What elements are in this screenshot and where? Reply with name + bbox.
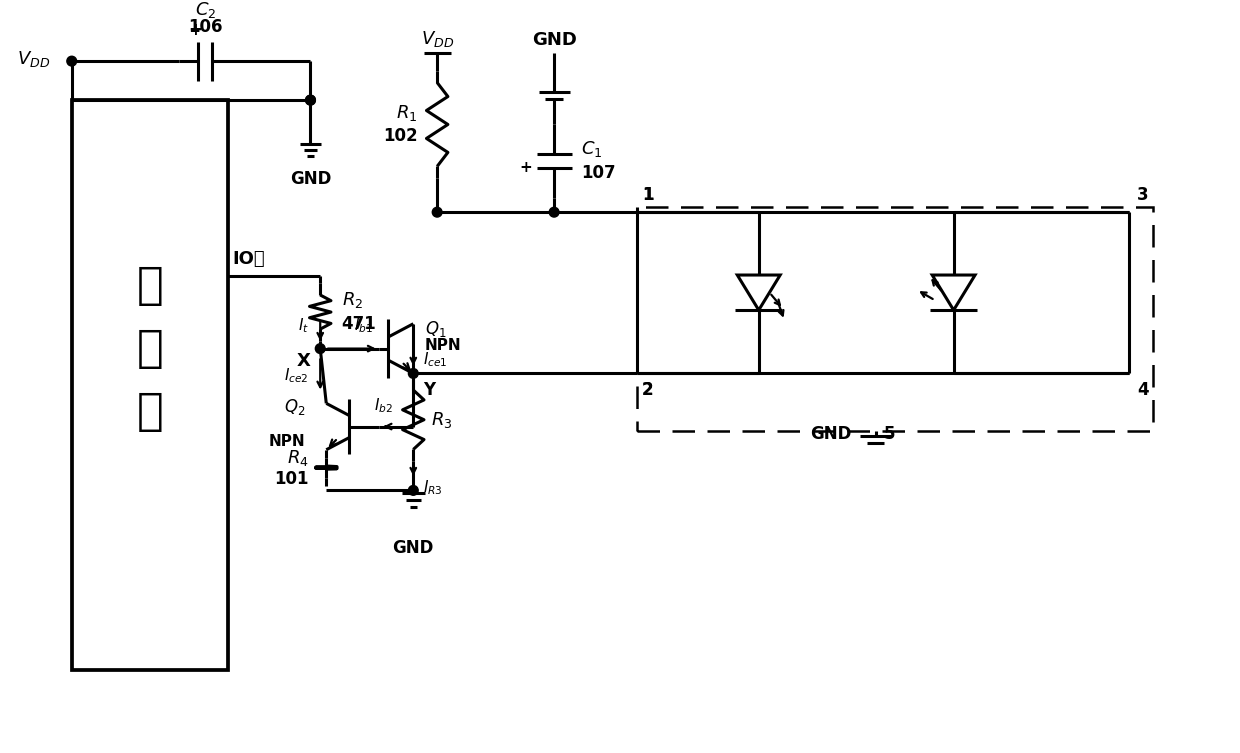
Circle shape [305, 95, 315, 105]
Circle shape [433, 207, 441, 217]
Circle shape [67, 56, 77, 66]
Text: $Q_1$: $Q_1$ [425, 319, 446, 339]
Bar [72, 100, 228, 670]
Text: $I_{b1}$: $I_{b1}$ [355, 316, 373, 335]
Text: $R_4$: $R_4$ [286, 448, 309, 468]
Text: $R_1$: $R_1$ [397, 102, 418, 123]
Text: $C_1$: $C_1$ [582, 139, 603, 160]
Bar [637, 207, 1153, 431]
Text: $C_2$: $C_2$ [195, 0, 216, 20]
Text: $R_3$: $R_3$ [430, 410, 453, 430]
Text: $V_{DD}$: $V_{DD}$ [420, 29, 454, 50]
Text: $I_{b2}$: $I_{b2}$ [374, 396, 393, 415]
Text: $I_t$: $I_t$ [298, 316, 309, 335]
Text: 101: 101 [274, 471, 309, 489]
Circle shape [549, 207, 559, 217]
Text: IO口: IO口 [233, 250, 265, 268]
Text: NPN: NPN [425, 337, 461, 352]
Text: $I_{ce2}$: $I_{ce2}$ [284, 367, 309, 386]
Text: +: + [520, 160, 532, 175]
Text: 106: 106 [188, 18, 222, 36]
Text: $I_{ce1}$: $I_{ce1}$ [423, 350, 448, 368]
Text: 2: 2 [642, 381, 653, 399]
Text: 单: 单 [136, 264, 164, 306]
Text: GND: GND [393, 539, 434, 557]
Text: NPN: NPN [269, 434, 305, 450]
Circle shape [315, 343, 325, 353]
Text: 102: 102 [383, 127, 418, 145]
Text: 107: 107 [582, 163, 616, 181]
Text: 2: 2 [642, 381, 653, 399]
Text: GND: GND [290, 170, 331, 188]
Text: 1: 1 [642, 187, 653, 204]
Text: $R_2$: $R_2$ [342, 291, 363, 310]
Text: GND: GND [532, 32, 577, 50]
Text: Y: Y [423, 381, 435, 399]
Text: 5: 5 [883, 425, 895, 444]
Text: X: X [296, 352, 310, 370]
Text: 1: 1 [642, 187, 653, 204]
Text: 3: 3 [1137, 187, 1148, 204]
Text: +: + [188, 21, 202, 38]
Circle shape [305, 95, 315, 105]
Text: 片: 片 [136, 327, 164, 370]
Text: 机: 机 [136, 391, 164, 434]
Circle shape [408, 486, 418, 495]
Text: $Q_2$: $Q_2$ [284, 397, 305, 417]
Text: 471: 471 [342, 315, 377, 333]
Text: GND: GND [810, 425, 852, 444]
Text: $V_{DD}$: $V_{DD}$ [17, 49, 51, 69]
Circle shape [408, 368, 418, 378]
Text: $I_{R3}$: $I_{R3}$ [423, 479, 443, 498]
Text: 4: 4 [1137, 381, 1148, 399]
